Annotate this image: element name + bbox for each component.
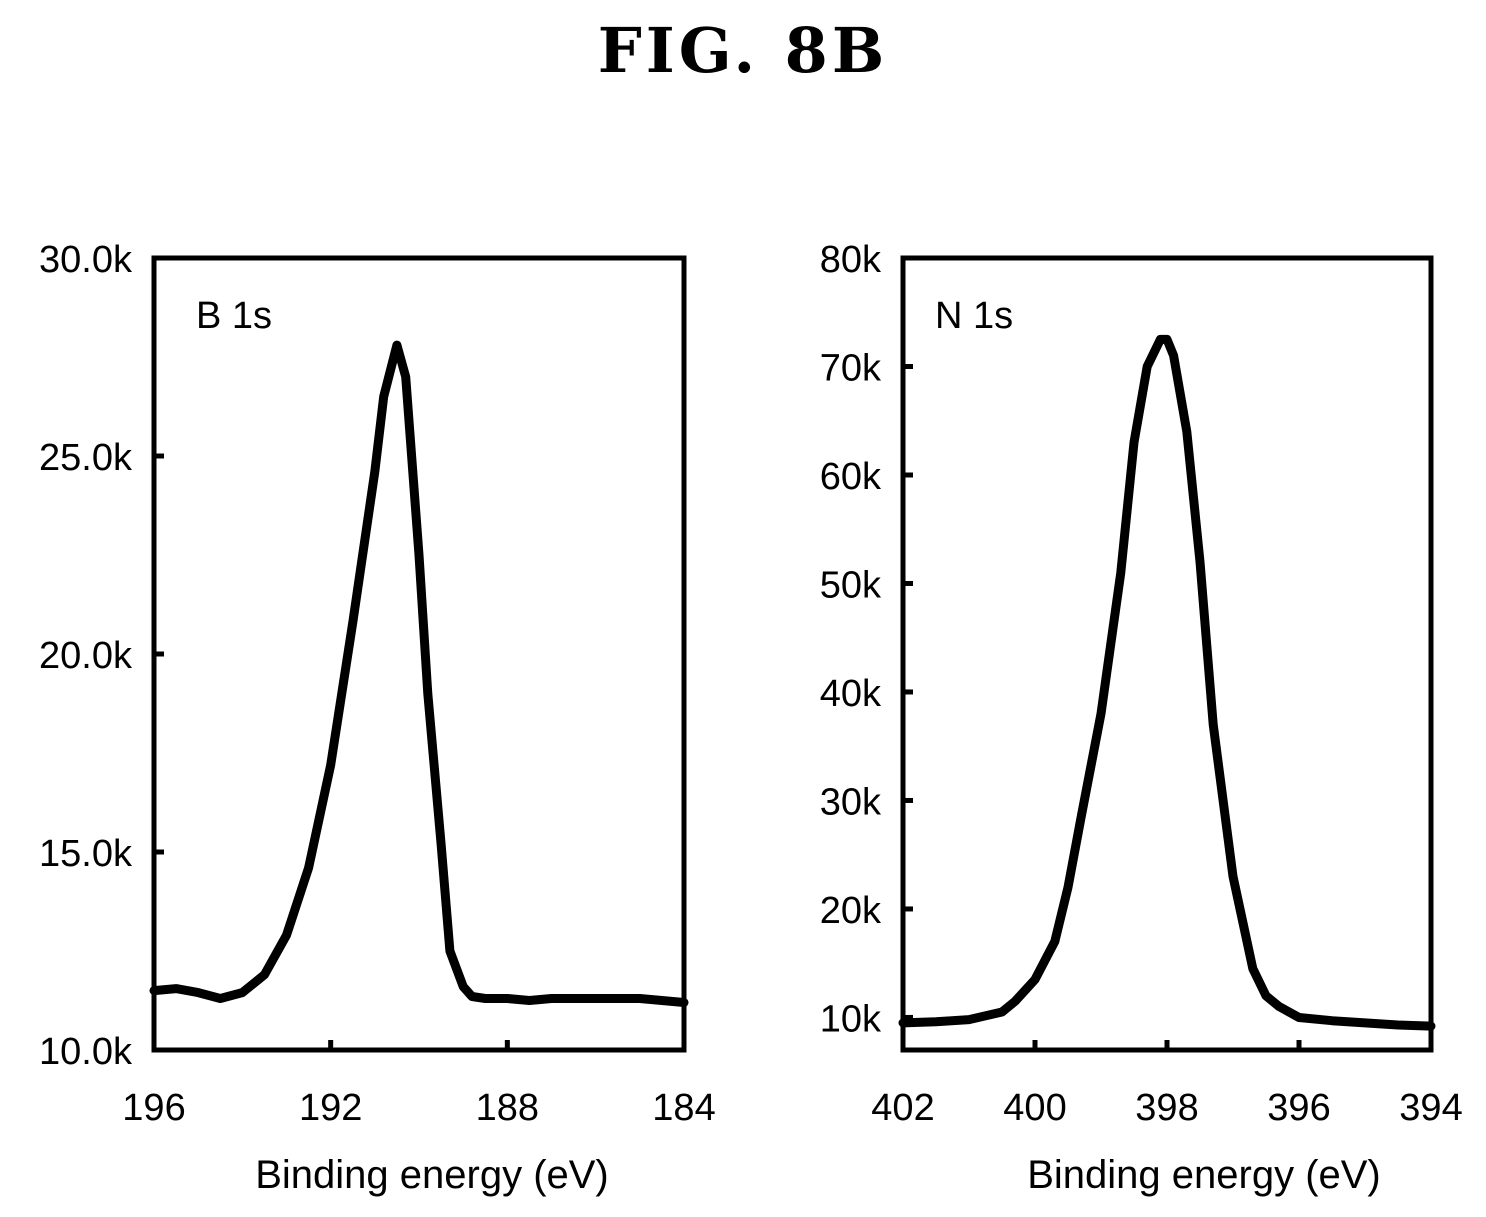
x-tick-label: 196 bbox=[122, 1087, 185, 1129]
panel-n1s: N 1s 402 400 398 396 394 10k 20k 30k 40k 50k 60k 7… bbox=[820, 239, 1463, 1197]
y-ticks: 10k 20k 30k 40k 50k 60k 70k 80k bbox=[820, 239, 913, 1040]
plot-frame bbox=[151, 255, 687, 1053]
x-tick-label: 400 bbox=[1003, 1087, 1066, 1129]
x-ticks: 196 192 188 184 bbox=[122, 1040, 716, 1129]
panel-label: B 1s bbox=[196, 295, 272, 337]
x-tick-label: 184 bbox=[652, 1087, 715, 1129]
y-tick-label: 30k bbox=[820, 781, 882, 823]
y-tick-label: 80k bbox=[820, 239, 882, 281]
y-tick-label: 50k bbox=[820, 564, 882, 606]
y-tick-label: 25.0k bbox=[39, 437, 133, 479]
y-tick-label: 60k bbox=[820, 456, 882, 498]
series-line bbox=[898, 334, 1436, 1031]
y-tick-label: 10k bbox=[820, 998, 882, 1040]
x-tick-label: 398 bbox=[1135, 1087, 1198, 1129]
y-ticks: 10.0k 15.0k 20.0k 25.0k 30.0k bbox=[39, 239, 164, 1073]
x-tick-label: 396 bbox=[1267, 1087, 1330, 1129]
y-tick-label: 30.0k bbox=[39, 239, 133, 281]
y-tick-label: 15.0k bbox=[39, 833, 133, 875]
y-tick-label: 20k bbox=[820, 890, 882, 932]
x-tick-label: 188 bbox=[476, 1087, 539, 1129]
x-axis-label: Binding energy (eV) bbox=[1027, 1153, 1381, 1197]
y-tick-label: 70k bbox=[820, 347, 882, 389]
panel-b1s: B 1s 196 192 188 184 10.0k 15.0k 20.0k 25.0k 30… bbox=[39, 239, 716, 1197]
x-axis-label: Binding energy (eV) bbox=[255, 1153, 609, 1197]
y-tick-label: 20.0k bbox=[39, 635, 133, 677]
x-tick-label: 394 bbox=[1399, 1087, 1462, 1129]
x-tick-label: 192 bbox=[299, 1087, 362, 1129]
y-tick-label: 10.0k bbox=[39, 1031, 133, 1073]
x-ticks: 402 400 398 396 394 bbox=[871, 1040, 1463, 1129]
y-tick-label: 40k bbox=[820, 673, 882, 715]
panel-label: N 1s bbox=[935, 295, 1013, 337]
plot-frame bbox=[900, 255, 1434, 1053]
figure-title: FIG. 8B bbox=[597, 14, 889, 87]
x-tick-label: 402 bbox=[871, 1087, 934, 1129]
series-line bbox=[149, 340, 689, 1007]
